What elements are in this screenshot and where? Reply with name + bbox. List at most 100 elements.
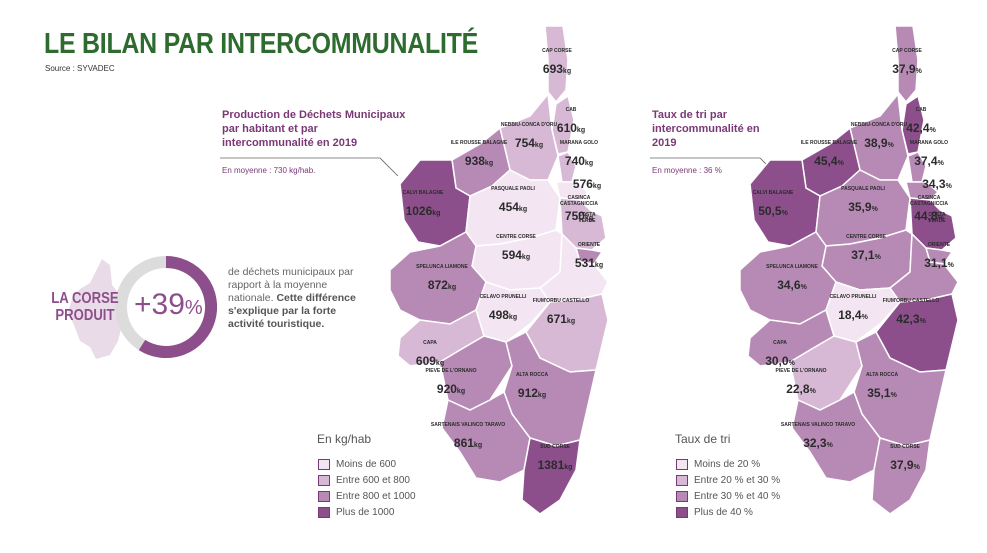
highlight-unit: % [184, 297, 203, 319]
sorting-map [739, 25, 959, 515]
region-value: 754kg [514, 136, 544, 150]
region-name: CASINCA CASTAGNICCIA [560, 195, 598, 207]
legend-swatch [676, 458, 688, 470]
page-title: LE BILAN PAR INTERCOMMUNALITÉ [44, 28, 479, 60]
region-name: MARANA GOLO [909, 140, 949, 146]
waste-map-labels: CAP CORSE 693kg CAB 610kg NEBBIU-CONCA D'ORU… [380, 20, 620, 520]
region-shape [544, 25, 569, 104]
left-map-title: Production de Déchets Municipaux par hab… [222, 109, 406, 149]
region-shape [871, 437, 931, 515]
source-note: Source : SYVADEC [45, 64, 115, 73]
legend-swatch [676, 506, 688, 518]
region-value: 31,1% [924, 256, 954, 270]
region-name: CENTRE CORSE [846, 234, 886, 240]
legend-label: Moins de 600 [336, 458, 397, 470]
region-name: ILE ROUSSE BALAGNE [800, 140, 858, 146]
region-name: CELAVO PRUNELLI [479, 294, 527, 300]
legend-item: Moins de 600 [318, 456, 416, 472]
region-value: 32,3% [803, 436, 833, 450]
region-value: 22,8% [786, 382, 816, 396]
legend-swatch [676, 490, 688, 502]
region-value: 498kg [488, 308, 518, 322]
highlight-value: +39 [134, 288, 185, 321]
region-shape [907, 151, 927, 183]
region-value: 50,5% [758, 204, 788, 218]
right-legend: Moins de 20 % Entre 20 % et 30 % Entre 3… [676, 456, 780, 520]
legend-item: Entre 20 % et 30 % [676, 472, 780, 488]
region-value: 37,9% [890, 458, 920, 472]
legend-swatch [318, 458, 330, 470]
region-value: 37,9% [892, 62, 922, 76]
region-name: PASQUALE PAOLI [841, 186, 885, 192]
region-value: 34,3% [922, 177, 952, 191]
region-name: SUD CORSE [890, 444, 920, 450]
legend-item: Entre 600 et 800 [318, 472, 416, 488]
region-name: ALTA ROCCA [865, 372, 899, 378]
region-name: PIEVE DE L'ORNANO [775, 368, 827, 374]
region-name: COSTA VERDE [928, 212, 946, 224]
legend-item: Entre 30 % et 40 % [676, 488, 780, 504]
region-value: 693kg [542, 62, 572, 76]
region-name: MARANA GOLO [559, 140, 599, 146]
right-legend-title: Taux de tri [675, 432, 731, 446]
region-name: CALVI BALAGNE [752, 190, 794, 196]
legend-label: Entre 30 % et 40 % [694, 490, 781, 502]
region-value: 594kg [501, 248, 531, 262]
region-value: 531kg [574, 256, 604, 270]
highlight-text-bold: Cette différence s'explique par la forte… [228, 292, 356, 330]
region-shape [521, 437, 581, 515]
region-value: 45,4% [814, 154, 844, 168]
region-value: 740kg [564, 154, 594, 168]
legend-label: Entre 800 et 1000 [336, 490, 416, 502]
region-shape [894, 25, 919, 104]
region-name: ORIENTE [927, 242, 951, 248]
legend-item: Plus de 40 % [676, 504, 780, 520]
region-name: PASQUALE PAOLI [491, 186, 535, 192]
region-value: 1381kg [537, 458, 573, 472]
legend-item: Entre 800 et 1000 [318, 488, 416, 504]
highlight-text: de déchets municipaux par rapport à la m… [228, 266, 368, 331]
waste-map [389, 25, 609, 515]
region-name: SARTENAIS VALINCO TARAVO [430, 422, 506, 428]
legend-item: Moins de 20 % [676, 456, 780, 472]
region-name: FIUM'ORBU CASTELLO [882, 298, 940, 304]
legend-item: Plus de 1000 [318, 504, 416, 520]
region-name: CENTRE CORSE [496, 234, 536, 240]
region-name: SPELUNCA LIAMONE [766, 264, 818, 270]
region-value: 30,0% [765, 354, 795, 368]
legend-swatch [318, 506, 330, 518]
region-name: CELAVO PRUNELLI [829, 294, 877, 300]
region-value: 37,4% [914, 154, 944, 168]
region-name: CAPA [423, 340, 437, 346]
region-value: 35,9% [848, 200, 878, 214]
region-value: 42,4% [906, 121, 936, 135]
corsica-silhouette [68, 255, 218, 359]
region-name: NEBBIU-CONCA D'ORU [500, 122, 558, 128]
region-name: CAB [565, 107, 577, 113]
legend-swatch [318, 490, 330, 502]
region-value: 576kg [572, 177, 602, 191]
legend-swatch [676, 474, 688, 486]
legend-label: Plus de 40 % [694, 506, 753, 518]
legend-label: Moins de 20 % [694, 458, 761, 470]
region-value: 938kg [464, 154, 494, 168]
region-value: 37,1% [851, 248, 881, 262]
legend-swatch [318, 474, 330, 486]
region-value: 38,9% [864, 136, 894, 150]
region-name: CASINCA CASTAGNICCIA [910, 195, 948, 207]
region-value: 750kg [564, 209, 594, 223]
region-name: ILE ROUSSE BALAGNE [450, 140, 508, 146]
region-name: NEBBIU-CONCA D'ORU [850, 122, 908, 128]
highlight-line2: PRODUIT [55, 307, 115, 324]
region-value: 454kg [498, 200, 528, 214]
region-value: 18,4% [838, 308, 868, 322]
region-shape [555, 181, 590, 201]
region-value: 609kg [415, 354, 445, 368]
highlight-text-plain: de déchets municipaux par rapport à la m… [228, 266, 354, 304]
region-name: ALTA ROCCA [515, 372, 549, 378]
region-value: 35,1% [867, 386, 897, 400]
highlight-line1: LA CORSE [51, 290, 119, 307]
region-name: CAP CORSE [892, 48, 922, 54]
region-name: CAP CORSE [542, 48, 572, 54]
region-value: 34,6% [777, 278, 807, 292]
